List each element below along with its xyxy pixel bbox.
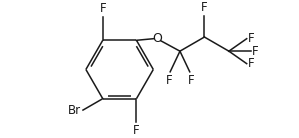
Text: F: F [201, 1, 208, 14]
Text: F: F [248, 32, 255, 45]
Text: F: F [252, 45, 259, 58]
Text: O: O [152, 32, 162, 45]
Text: F: F [166, 74, 173, 87]
Text: Br: Br [68, 104, 81, 117]
Text: F: F [100, 2, 106, 15]
Text: F: F [187, 74, 194, 87]
Text: F: F [133, 124, 140, 137]
Text: F: F [248, 57, 255, 70]
